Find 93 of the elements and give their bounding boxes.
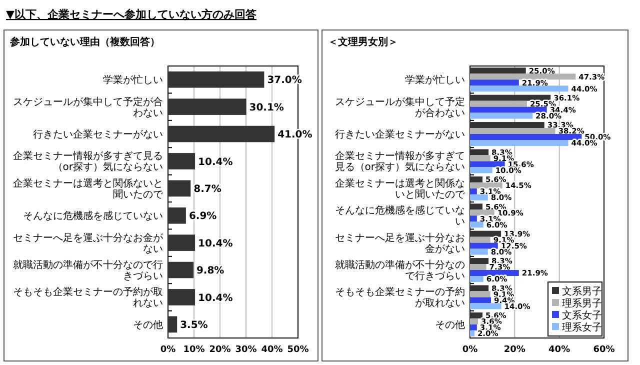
y-tick-label: 行きたい企業セミナーがない <box>335 128 465 140</box>
bar <box>168 316 178 333</box>
y-tick-label: そもそも企業セミナーの予約が取れない <box>13 286 163 310</box>
bar <box>470 330 474 336</box>
bar <box>470 236 490 243</box>
bar <box>168 98 246 115</box>
x-tick-label: 40% <box>548 345 570 355</box>
data-label: 10.4% <box>198 238 233 250</box>
data-label: 3.5% <box>180 320 208 331</box>
bar <box>470 194 488 200</box>
bar <box>470 291 490 298</box>
legend-label: 文系男子 <box>562 286 602 298</box>
legend-label: 理系男子 <box>562 298 602 310</box>
y-tick-label: 就職活動の準備が不十分なので行きづらい <box>13 259 163 282</box>
y-tick-label: 学業が忙しい <box>405 74 465 86</box>
bar <box>470 167 492 174</box>
data-label: 30.1% <box>249 102 284 114</box>
y-tick-label: 企業セミナー情報が多すぎて見る（or探す）気にならない <box>334 150 465 174</box>
bar <box>470 264 486 270</box>
bar <box>470 80 519 86</box>
bar <box>470 297 491 304</box>
data-label: 10.4% <box>198 292 233 304</box>
bar <box>470 285 489 292</box>
legend-label: 理系女子 <box>562 322 602 334</box>
x-tick-label: 10% <box>183 345 205 355</box>
y-tick-label: スケジュールが集中して予定が合わない <box>335 96 465 119</box>
bar <box>470 242 498 249</box>
bar <box>470 155 490 162</box>
bar <box>470 303 502 310</box>
data-label: 10.4% <box>198 156 233 168</box>
bar <box>470 324 477 330</box>
x-tick-label: 20% <box>504 345 526 355</box>
bar <box>470 176 483 182</box>
bar <box>168 289 196 306</box>
y-tick-label: スケジュールが集中して予定が合わない <box>13 96 163 119</box>
x-tick-label: 50% <box>287 345 309 355</box>
bar <box>470 222 484 228</box>
bar <box>470 140 568 146</box>
x-tick-label: 60% <box>593 345 615 355</box>
bar <box>470 312 483 318</box>
bar <box>470 100 527 107</box>
data-label: 9.8% <box>196 266 224 277</box>
y-tick-label: 行きたい企業セミナーがない <box>33 128 163 140</box>
bar <box>470 216 477 222</box>
chart-title: ▼以下、企業セミナーへ参加していない方のみ回答 <box>6 8 258 21</box>
bar <box>168 71 264 88</box>
x-tick-label: 30% <box>235 345 257 355</box>
bar <box>470 270 519 276</box>
y-tick-label: そもそも企業セミナーの予約が取れない <box>335 286 465 310</box>
data-label: 6.9% <box>188 211 217 222</box>
y-tick-label: 就職活動の準備が不十分なので行きづらい <box>335 259 465 282</box>
bar <box>168 180 191 197</box>
bar <box>470 122 544 128</box>
legend-label: 文系女子 <box>562 310 602 322</box>
bar <box>168 126 275 142</box>
x-tick-label: 0% <box>462 345 478 355</box>
y-tick-label: そんなに危機感を感じていない <box>335 204 465 228</box>
bar <box>470 318 478 324</box>
x-tick-label: 20% <box>209 345 231 355</box>
y-tick-label: そんなに危機感を感じていない <box>23 210 163 222</box>
text: 参加していない理由（複数回答） <box>9 36 160 48</box>
y-tick-label: 企業セミナー情報が多すぎて見る（or探す）気にならない <box>13 150 163 174</box>
bar <box>470 68 526 74</box>
text: ＜文理男女別＞ <box>328 36 398 48</box>
y-tick-label: セミナーへ足を運ぶ十分なお金がない <box>335 232 465 255</box>
bar <box>470 149 489 156</box>
bar <box>470 204 483 210</box>
y-tick-label: 学業が忙しい <box>103 74 163 86</box>
data-label: 8.7% <box>194 184 222 195</box>
bar <box>168 207 186 224</box>
bar <box>168 234 196 251</box>
y-tick-label: 企業セミナーは選考と関係ないと聞いたので <box>335 177 466 200</box>
bar <box>470 94 551 101</box>
bar <box>168 262 194 278</box>
y-tick-label: その他 <box>133 318 163 331</box>
x-tick-label: 0% <box>160 345 176 355</box>
y-tick-label: その他 <box>435 318 465 331</box>
bar <box>470 134 582 140</box>
x-tick-label: 40% <box>261 345 283 355</box>
bar <box>470 276 484 282</box>
bar <box>470 188 477 194</box>
bar <box>470 258 489 264</box>
y-tick-label: 企業セミナーは選考と関係ないと聞いたので <box>13 177 164 200</box>
bar <box>470 106 547 113</box>
bar <box>470 210 494 216</box>
bar <box>470 128 556 134</box>
bar <box>470 248 488 255</box>
y-tick-label: セミナーへ足を運ぶ十分なお金がない <box>13 232 164 255</box>
bar <box>168 153 196 170</box>
bar <box>470 86 568 92</box>
bar <box>470 161 505 168</box>
bar <box>470 230 502 237</box>
bar <box>470 112 533 119</box>
